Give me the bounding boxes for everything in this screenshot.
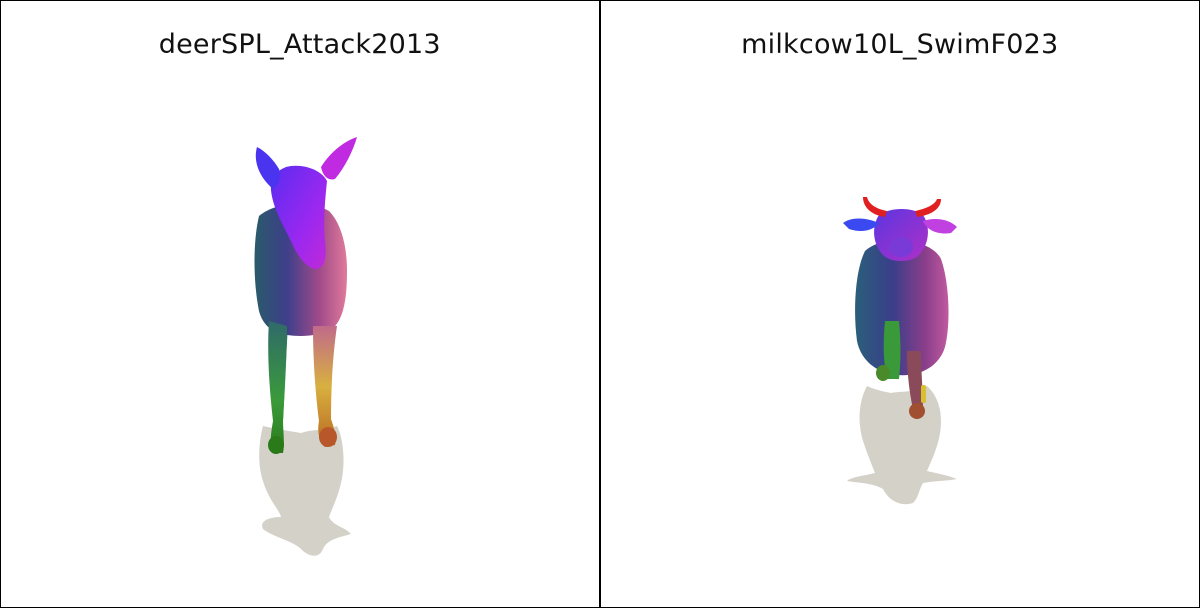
panel-cow: milkcow10L_SwimF023 [601,1,1200,607]
cow-muzzle [888,237,913,257]
panel-title: milkcow10L_SwimF023 [741,29,1059,60]
deer-leg-front-right [313,326,337,447]
panel-title: deerSPL_Attack2013 [158,29,441,60]
deer-ear-right [321,137,357,180]
deer-hoof-right [319,427,337,447]
deer-head [270,165,327,269]
deer-shadow [259,426,351,556]
deer-render [254,137,357,556]
cow-hoof-right [908,403,925,419]
cow-ear-right [922,219,957,234]
deer-leg-front-left [268,321,287,453]
cow-body [854,240,948,376]
cow-horn-right [914,199,941,217]
cow-render [842,197,957,505]
cow-leg-front-left [883,321,900,379]
cow-leg-yellow [920,385,926,403]
cow-leg-front-right [906,351,923,409]
cow-hoof-left-back [875,365,890,381]
deer-hoof-left [268,436,284,454]
deer-ear-left [255,147,280,189]
cow-shadow [846,386,957,505]
cow-head [873,209,928,261]
cow-ear-left [842,218,879,231]
cow-horn-left [862,197,887,217]
panel-deer: deerSPL_Attack2013 [1,1,601,607]
